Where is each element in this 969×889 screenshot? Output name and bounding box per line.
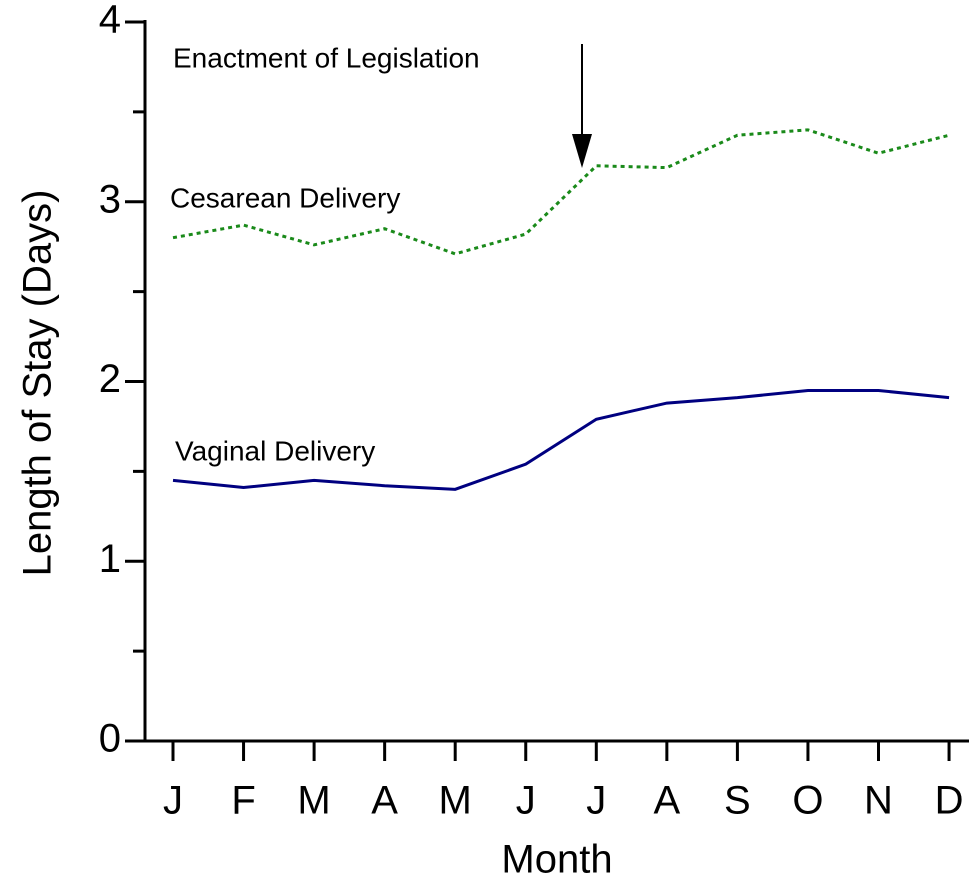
series-label: Vaginal Delivery [175,435,375,466]
x-tick-label: A [654,779,681,823]
x-tick-label: J [586,779,606,823]
y-axis-title: Length of Stay (Days) [16,190,60,577]
x-axis-title: Month [501,838,612,882]
annotation: Enactment of Legislation [173,42,480,73]
annotation-arrowhead [572,134,592,168]
x-tick-label: O [792,779,823,823]
series-line [172,388,950,491]
x-tick-label: J [163,779,183,823]
y-tick-label: 4 [99,0,121,42]
x-tick-label: F [231,779,255,823]
y-tick-label: 2 [99,357,121,401]
x-tick-label: S [724,779,751,823]
y-tick-label: 3 [99,177,121,221]
x-tick-label: N [864,779,893,823]
y-tick-label: 1 [99,537,121,581]
x-tick-label: A [371,779,398,823]
x-tick-label: M [297,779,330,823]
x-tick-label: D [935,779,964,823]
x-tick-label: M [439,779,472,823]
series-label: Cesarean Delivery [170,182,400,213]
y-tick-label: 0 [99,717,121,761]
x-tick-label: J [516,779,536,823]
